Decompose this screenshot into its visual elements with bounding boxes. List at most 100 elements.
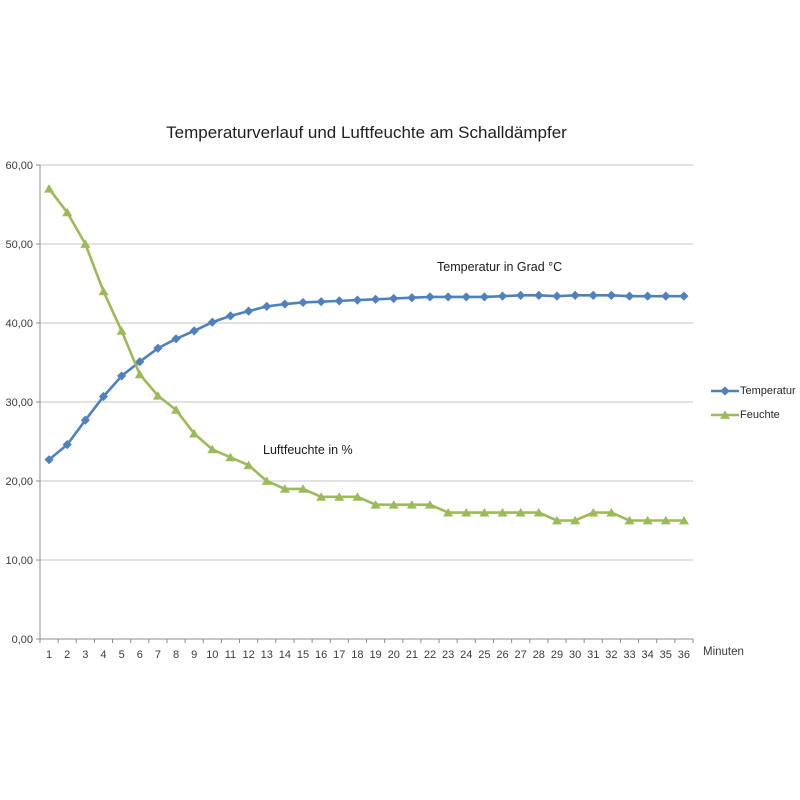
x-tick-label: 36 bbox=[678, 649, 690, 661]
x-tick-label: 8 bbox=[173, 649, 179, 661]
marker-triangle-feuchte bbox=[678, 515, 689, 525]
x-tick-label: 10 bbox=[206, 649, 218, 661]
marker-diamond-temperatur bbox=[352, 295, 363, 305]
marker-triangle-feuchte bbox=[570, 515, 581, 525]
marker-diamond-temperatur bbox=[316, 297, 326, 307]
marker-triangle-feuchte bbox=[334, 492, 345, 501]
x-tick-label: 1 bbox=[46, 649, 52, 661]
x-axis-title: Minuten bbox=[703, 646, 744, 658]
marker-triangle-feuchte bbox=[642, 515, 653, 525]
x-tick-label: 29 bbox=[551, 649, 563, 661]
legend-item-feuchte: Feuchte bbox=[711, 409, 796, 421]
marker-diamond-temperatur bbox=[588, 290, 598, 300]
marker-triangle-feuchte bbox=[424, 500, 435, 509]
marker-triangle-feuchte bbox=[515, 508, 526, 517]
marker-triangle-feuchte bbox=[298, 484, 309, 493]
x-tick-label: 24 bbox=[460, 649, 472, 661]
marker-triangle-feuchte bbox=[279, 484, 290, 493]
x-tick-label: 33 bbox=[623, 649, 635, 661]
x-tick-label: 17 bbox=[333, 649, 345, 661]
marker-diamond-temperatur bbox=[62, 440, 72, 450]
marker-triangle-feuchte bbox=[134, 369, 145, 379]
marker-diamond-temperatur bbox=[44, 455, 54, 465]
x-tick-label: 32 bbox=[605, 649, 617, 661]
marker-diamond-temperatur bbox=[153, 343, 163, 353]
marker-diamond-temperatur bbox=[443, 292, 453, 302]
marker-triangle-feuchte bbox=[171, 405, 182, 414]
marker-diamond-temperatur bbox=[479, 292, 490, 302]
marker-triangle-feuchte bbox=[461, 508, 472, 517]
marker-triangle-feuchte bbox=[243, 460, 254, 470]
marker-triangle-feuchte bbox=[98, 286, 109, 296]
marker-diamond-temperatur bbox=[298, 297, 308, 308]
x-tick-label: 15 bbox=[297, 649, 309, 661]
marker-diamond-temperatur bbox=[389, 293, 399, 304]
x-tick-label: 13 bbox=[261, 649, 273, 661]
triangle-marker-icon bbox=[711, 410, 739, 419]
marker-diamond-temperatur bbox=[280, 299, 290, 309]
marker-triangle-feuchte bbox=[207, 444, 218, 454]
marker-diamond-temperatur bbox=[643, 291, 653, 301]
marker-diamond-temperatur bbox=[171, 334, 181, 344]
marker-diamond-temperatur bbox=[661, 291, 671, 301]
marker-triangle-feuchte bbox=[388, 500, 399, 509]
marker-triangle-feuchte bbox=[189, 429, 200, 438]
x-tick-label: 19 bbox=[369, 649, 381, 661]
y-tick-label: 60,00 bbox=[5, 160, 33, 172]
marker-diamond-temperatur bbox=[98, 391, 109, 402]
x-tick-label: 18 bbox=[351, 649, 363, 661]
marker-diamond-temperatur bbox=[516, 290, 526, 300]
marker-triangle-feuchte bbox=[44, 184, 55, 193]
marker-triangle-feuchte bbox=[551, 515, 562, 525]
y-tick-label: 0,00 bbox=[12, 634, 33, 646]
marker-diamond-temperatur bbox=[534, 290, 544, 300]
marker-diamond-temperatur bbox=[606, 290, 616, 300]
marker-triangle-feuchte bbox=[660, 515, 671, 525]
x-tick-label: 3 bbox=[82, 649, 88, 661]
marker-diamond-temperatur bbox=[189, 326, 199, 336]
marker-diamond-temperatur bbox=[624, 291, 635, 301]
marker-diamond-temperatur bbox=[407, 293, 417, 303]
marker-diamond-temperatur bbox=[117, 371, 127, 381]
marker-triangle-feuchte bbox=[606, 508, 617, 517]
x-tick-label: 34 bbox=[642, 649, 654, 661]
marker-diamond-temperatur bbox=[225, 311, 236, 321]
legend-item-temperatur: Temperatur bbox=[711, 385, 796, 397]
x-tick-label: 9 bbox=[191, 649, 197, 661]
marker-triangle-feuchte bbox=[80, 239, 91, 248]
marker-triangle-feuchte bbox=[624, 515, 635, 525]
diamond-marker-icon bbox=[711, 386, 739, 396]
y-tick-label: 20,00 bbox=[5, 476, 33, 488]
marker-triangle-feuchte bbox=[370, 500, 381, 509]
legend-label-feuchte: Feuchte bbox=[740, 409, 780, 421]
y-tick-label: 30,00 bbox=[5, 397, 33, 409]
chart-legend: Temperatur Feuchte bbox=[711, 385, 796, 421]
x-tick-label: 31 bbox=[587, 649, 599, 661]
x-tick-label: 26 bbox=[496, 649, 508, 661]
x-tick-label: 7 bbox=[155, 649, 161, 661]
x-tick-label: 5 bbox=[119, 649, 125, 661]
annotation-luftfeuchte: Luftfeuchte in % bbox=[263, 443, 353, 457]
marker-diamond-temperatur bbox=[461, 292, 471, 302]
x-tick-label: 12 bbox=[242, 649, 254, 661]
marker-diamond-temperatur bbox=[370, 294, 381, 304]
x-tick-label: 11 bbox=[225, 649, 236, 661]
y-tick-label: 50,00 bbox=[5, 239, 33, 251]
marker-triangle-feuchte bbox=[406, 500, 417, 509]
x-tick-label: 21 bbox=[406, 649, 418, 661]
marker-diamond-temperatur bbox=[207, 317, 217, 327]
marker-diamond-temperatur bbox=[497, 291, 508, 301]
marker-triangle-feuchte bbox=[479, 508, 490, 517]
x-tick-label: 35 bbox=[660, 649, 672, 661]
marker-diamond-temperatur bbox=[262, 301, 272, 312]
x-tick-label: 2 bbox=[64, 649, 70, 661]
series-line-feuchte bbox=[48, 187, 684, 522]
chart-title: Temperaturverlauf und Luftfeuchte am Sch… bbox=[166, 123, 567, 142]
x-tick-label: 28 bbox=[533, 649, 545, 661]
y-tick-label: 10,00 bbox=[5, 555, 33, 567]
marker-triangle-feuchte bbox=[497, 508, 508, 517]
marker-triangle-feuchte bbox=[152, 391, 163, 400]
x-tick-label: 14 bbox=[279, 649, 291, 661]
legend-label-temperatur: Temperatur bbox=[740, 385, 796, 397]
